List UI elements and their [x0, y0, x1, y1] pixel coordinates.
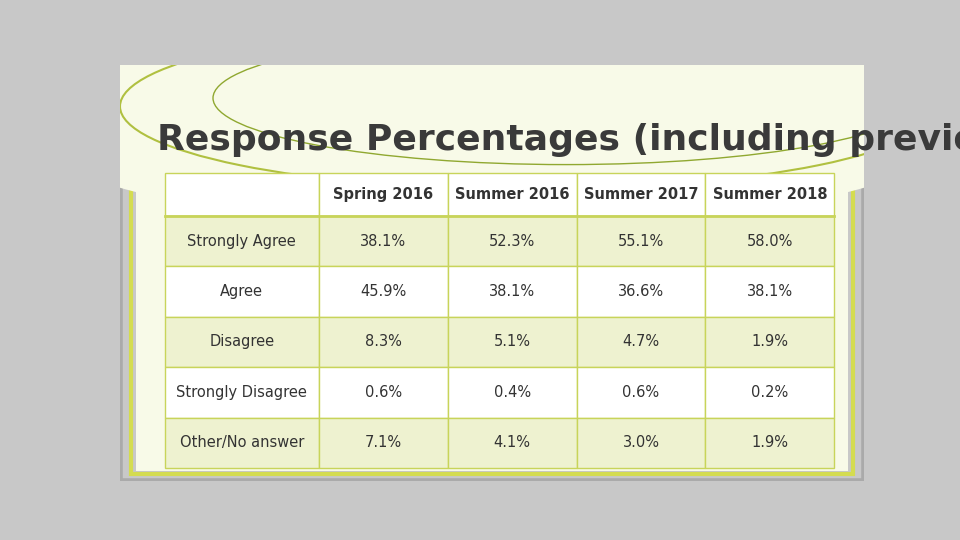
FancyBboxPatch shape: [447, 417, 577, 468]
Text: 58.0%: 58.0%: [747, 233, 793, 248]
FancyBboxPatch shape: [706, 317, 834, 367]
FancyBboxPatch shape: [706, 417, 834, 468]
FancyBboxPatch shape: [120, 65, 864, 481]
Text: Disagree: Disagree: [209, 334, 275, 349]
Text: 5.1%: 5.1%: [493, 334, 531, 349]
FancyBboxPatch shape: [136, 74, 848, 181]
Text: 0.4%: 0.4%: [493, 385, 531, 400]
FancyBboxPatch shape: [577, 417, 706, 468]
FancyBboxPatch shape: [447, 173, 577, 216]
FancyBboxPatch shape: [447, 266, 577, 317]
FancyBboxPatch shape: [319, 266, 447, 317]
FancyBboxPatch shape: [577, 367, 706, 417]
FancyBboxPatch shape: [706, 266, 834, 317]
Text: 38.1%: 38.1%: [490, 284, 536, 299]
FancyBboxPatch shape: [136, 74, 848, 471]
Text: 52.3%: 52.3%: [489, 233, 536, 248]
Ellipse shape: [9, 1, 960, 229]
FancyBboxPatch shape: [165, 317, 319, 367]
FancyBboxPatch shape: [319, 216, 447, 266]
FancyBboxPatch shape: [577, 216, 706, 266]
FancyBboxPatch shape: [447, 216, 577, 266]
Text: 4.1%: 4.1%: [493, 435, 531, 450]
FancyBboxPatch shape: [319, 317, 447, 367]
Text: Strongly Agree: Strongly Agree: [187, 233, 297, 248]
Text: 1.9%: 1.9%: [752, 435, 788, 450]
Text: Agree: Agree: [220, 284, 263, 299]
FancyBboxPatch shape: [165, 367, 319, 417]
Text: 7.1%: 7.1%: [365, 435, 402, 450]
Text: 38.1%: 38.1%: [360, 233, 406, 248]
FancyBboxPatch shape: [319, 367, 447, 417]
FancyBboxPatch shape: [319, 173, 447, 216]
FancyBboxPatch shape: [165, 173, 319, 216]
Text: Summer 2018: Summer 2018: [712, 187, 828, 202]
FancyBboxPatch shape: [319, 417, 447, 468]
FancyBboxPatch shape: [447, 317, 577, 367]
FancyBboxPatch shape: [447, 367, 577, 417]
Text: Spring 2016: Spring 2016: [333, 187, 433, 202]
FancyBboxPatch shape: [706, 367, 834, 417]
Text: Other/No answer: Other/No answer: [180, 435, 304, 450]
Text: 8.3%: 8.3%: [365, 334, 402, 349]
FancyBboxPatch shape: [165, 266, 319, 317]
FancyBboxPatch shape: [577, 317, 706, 367]
Text: 55.1%: 55.1%: [618, 233, 664, 248]
Text: 4.7%: 4.7%: [622, 334, 660, 349]
FancyBboxPatch shape: [577, 173, 706, 216]
FancyBboxPatch shape: [706, 173, 834, 216]
Text: Response Percentages (including previous years): Response Percentages (including previous…: [157, 123, 960, 157]
FancyBboxPatch shape: [165, 216, 319, 266]
Text: 1.9%: 1.9%: [752, 334, 788, 349]
Text: 38.1%: 38.1%: [747, 284, 793, 299]
Text: 36.6%: 36.6%: [618, 284, 664, 299]
Text: 45.9%: 45.9%: [360, 284, 406, 299]
Text: 0.2%: 0.2%: [752, 385, 788, 400]
Text: 0.6%: 0.6%: [365, 385, 402, 400]
Text: 3.0%: 3.0%: [622, 435, 660, 450]
FancyBboxPatch shape: [165, 417, 319, 468]
Text: 0.6%: 0.6%: [622, 385, 660, 400]
FancyBboxPatch shape: [706, 216, 834, 266]
Text: Strongly Disagree: Strongly Disagree: [177, 385, 307, 400]
Text: Summer 2017: Summer 2017: [584, 187, 698, 202]
Text: Summer 2016: Summer 2016: [455, 187, 569, 202]
FancyBboxPatch shape: [577, 266, 706, 317]
